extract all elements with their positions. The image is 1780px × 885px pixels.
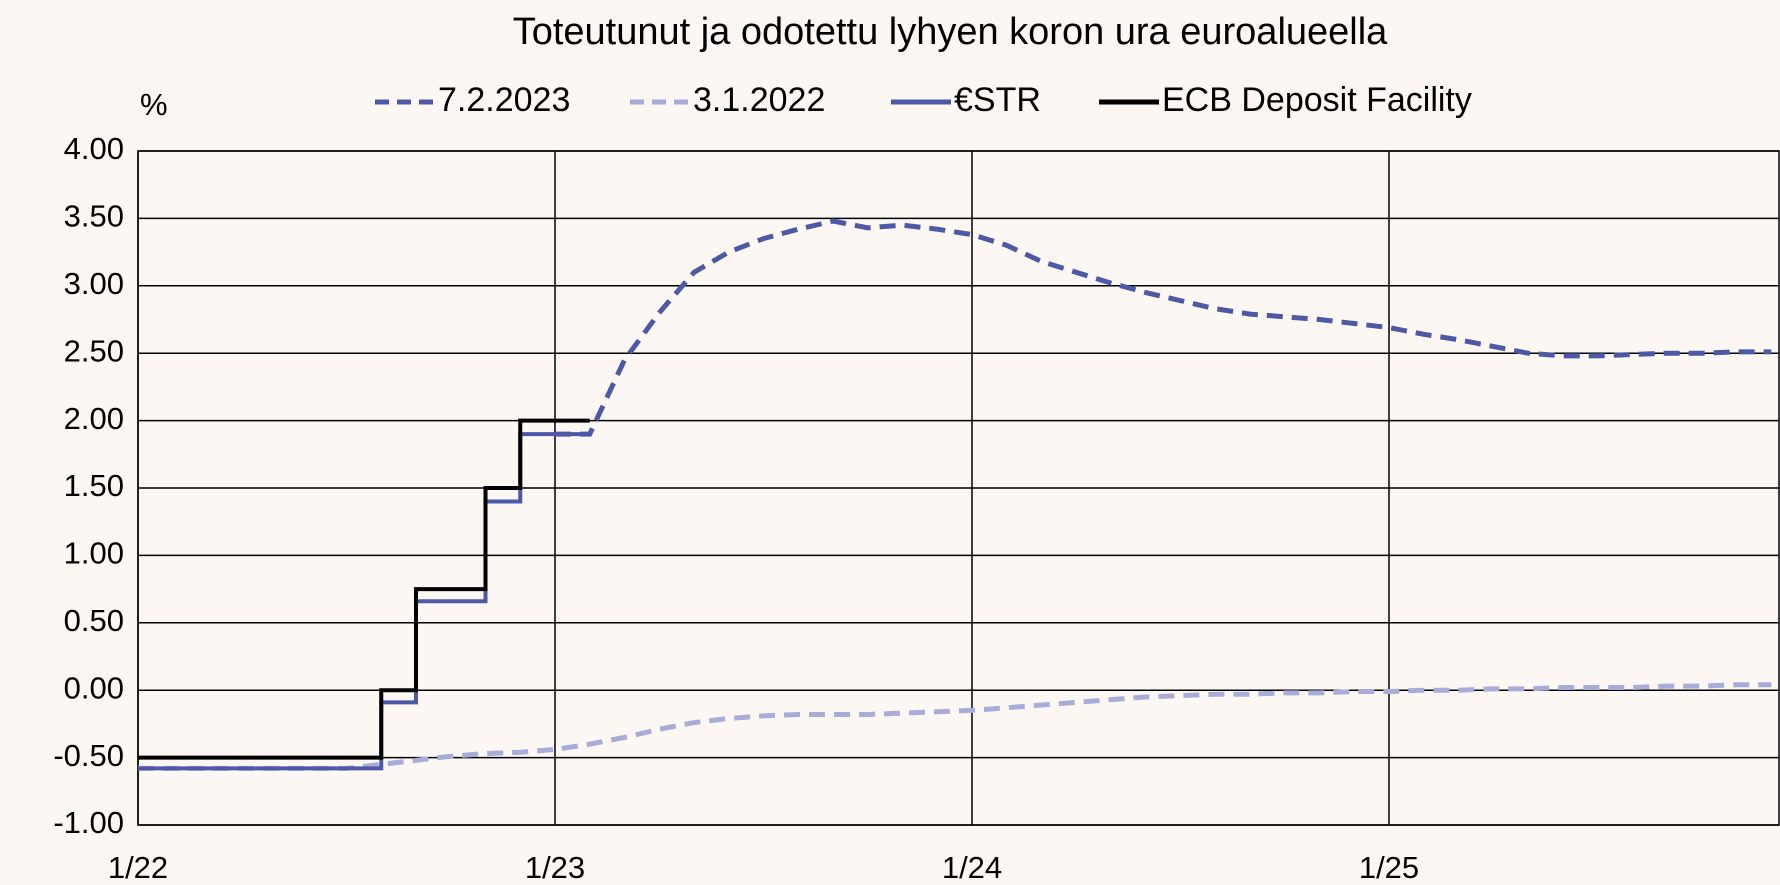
x-tick-label: 1/23 (525, 850, 585, 885)
plot-border (137, 150, 1780, 826)
y-tick-label: 3.50 (64, 199, 124, 234)
series-line (138, 432, 590, 771)
y-tick-label: 1.50 (64, 468, 124, 503)
x-tick-label: 1/25 (1359, 850, 1419, 885)
legend-label: ECB Deposit Facility (1162, 81, 1472, 119)
y-tick-label: 4.00 (64, 131, 124, 166)
y-tick-label: 2.50 (64, 333, 124, 368)
legend-label: 7.2.2023 (438, 81, 570, 119)
y-axis-label: % (140, 87, 168, 122)
y-tick-label: 0.50 (64, 603, 124, 638)
y-tick-label: 3.00 (64, 266, 124, 301)
legend-label: €STR (954, 81, 1041, 119)
x-tick-label: 1/24 (942, 850, 1002, 885)
legend-label: 3.1.2022 (693, 81, 825, 119)
x-tick-label: 1/22 (108, 850, 168, 885)
series-line (138, 418, 590, 760)
y-tick-label: 0.00 (64, 670, 124, 705)
y-tick-label: -0.50 (53, 738, 124, 773)
y-tick-label: -1.00 (53, 805, 124, 840)
series-line (138, 682, 1772, 771)
chart-title: Toteutunut ja odotettu lyhyen koron ura … (513, 11, 1388, 53)
series-line (555, 218, 1772, 437)
y-tick-label: 2.00 (64, 401, 124, 436)
y-tick-label: 1.00 (64, 536, 124, 571)
